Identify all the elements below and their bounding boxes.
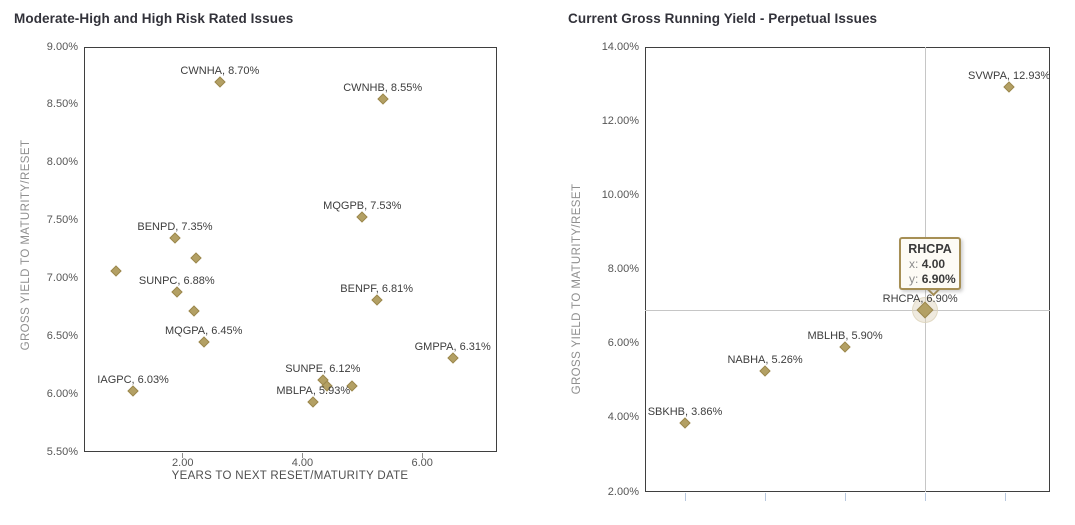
y-tick-label: 2.00% — [607, 485, 639, 498]
point-label-SBKHB: SBKHB, 3.86% — [647, 406, 723, 419]
y-tick-label: 6.50% — [46, 329, 78, 342]
y-tick-label: 4.00% — [607, 411, 639, 424]
point-label-BENPD: BENPD, 7.35% — [137, 220, 213, 233]
tooltip-y-value: 6.90% — [921, 272, 956, 286]
plot-area-right — [645, 47, 1050, 492]
point-label-MBLHB: MBLHB, 5.90% — [807, 330, 883, 343]
point-label-RHCPA: RHCPA, 6.90% — [882, 293, 958, 306]
y-tick-label: 6.00% — [607, 337, 639, 350]
chart-title-right: Current Gross Running Yield - Perpetual … — [568, 11, 878, 26]
x-tick-mark — [421, 453, 423, 458]
x-tick-mark — [684, 493, 686, 501]
x-tick-mark — [844, 493, 846, 501]
y-axis-title-right: GROSS YIELD TO MATURITY/RESET — [571, 183, 583, 395]
crosshair-horizontal — [645, 309, 1050, 311]
point-label-SUNPE: SUNPE, 6.12% — [285, 363, 361, 376]
point-label-MQGPB: MQGPB, 7.53% — [323, 200, 402, 213]
x-tick-label: 4.00 — [291, 457, 314, 469]
y-tick-label: 10.00% — [601, 188, 639, 201]
point-label-NABHA: NABHA, 5.26% — [727, 354, 803, 367]
point-label-MQGPA: MQGPA, 6.45% — [164, 325, 243, 338]
y-tick-label: 8.00% — [607, 263, 639, 275]
x-tick-mark — [764, 493, 766, 501]
point-label-IAGPC: IAGPC, 6.03% — [97, 373, 169, 386]
tooltip-x-row: x: 4.00 — [901, 257, 959, 272]
tooltip-x-label: x: — [909, 257, 919, 271]
chart-title-left: Moderate-High and High Risk Rated Issues — [14, 11, 294, 26]
y-tick-label: 9.00% — [46, 40, 78, 53]
x-tick-label: 2.00 — [172, 457, 194, 469]
x-tick-mark — [1004, 493, 1006, 501]
y-tick-label: 7.50% — [46, 214, 78, 227]
y-tick-label: 8.50% — [46, 98, 78, 111]
x-axis-title-left: YEARS TO NEXT RESET/MATURITY DATE — [171, 470, 409, 482]
point-label-MBLPA: MBLPA, 5.93% — [276, 385, 351, 398]
y-tick-label: 14.00% — [601, 40, 639, 53]
point-label-CWNHB: CWNHB, 8.55% — [343, 82, 423, 95]
x-tick-label: 6.00 — [411, 457, 433, 469]
tooltip: RHCPA x: 4.00 y: 6.90% — [899, 237, 961, 290]
y-tick-label: 7.00% — [46, 271, 78, 284]
point-label-SVWPA: SVWPA, 12.93% — [968, 69, 1051, 82]
plot-area-left — [84, 47, 497, 452]
x-tick-mark — [301, 453, 303, 458]
y-tick-label: 6.00% — [46, 387, 78, 400]
y-tick-label: 12.00% — [601, 114, 639, 127]
y-tick-label: 8.00% — [46, 156, 78, 169]
point-label-SUNPC: SUNPC, 6.88% — [138, 275, 215, 288]
tooltip-y-row: y: 6.90% — [901, 272, 959, 287]
tooltip-y-label: y: — [909, 272, 919, 286]
y-tick-label: 5.50% — [46, 445, 78, 458]
point-label-GMPPA: GMPPA, 6.31% — [414, 341, 491, 354]
point-label-CWNHA: CWNHA, 8.70% — [180, 64, 260, 77]
tooltip-x-value: 4.00 — [921, 257, 946, 271]
tooltip-title: RHCPA — [908, 242, 952, 256]
x-tick-mark — [924, 493, 926, 501]
x-tick-mark — [182, 453, 184, 458]
point-label-BENPF: BENPF, 6.81% — [340, 283, 414, 296]
